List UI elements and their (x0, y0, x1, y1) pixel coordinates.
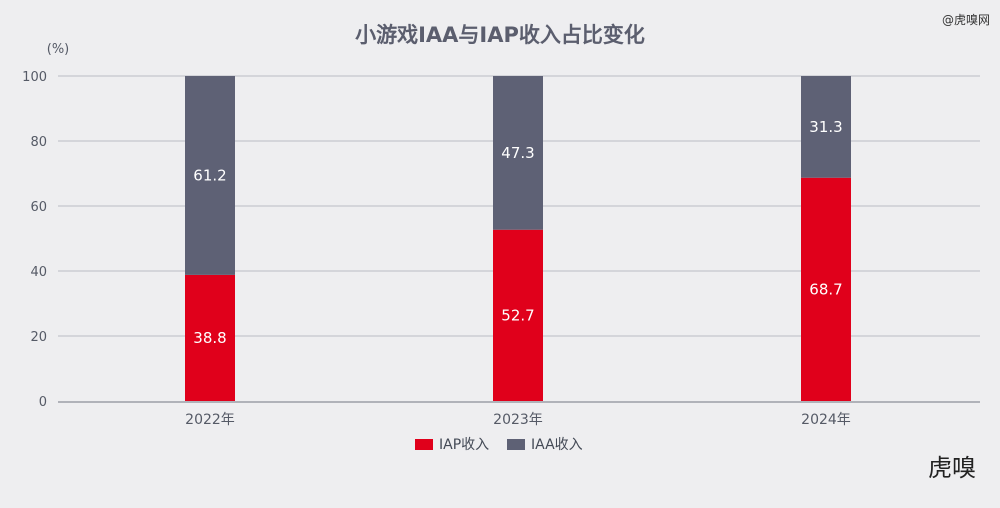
bar-segment (493, 76, 543, 230)
bar-segment (185, 76, 235, 275)
data-label: 47.3 (501, 144, 534, 162)
legend-swatch (415, 439, 433, 450)
value-labels: 38.8 61.2 52.7 47.3 68.7 31.3 (193, 118, 842, 347)
bar-segment (493, 229, 543, 401)
y-tick-label: 40 (30, 265, 47, 280)
legend-swatch (507, 439, 525, 450)
bar-segment (801, 76, 851, 178)
huxiu-logo: 虎嗅 (928, 454, 976, 482)
data-label: 38.8 (193, 329, 226, 347)
y-tick-label: 20 (30, 330, 47, 345)
x-tick-label: 2023年 (493, 412, 543, 428)
legend: IAP收入 IAA收入 (415, 437, 583, 453)
data-label: 61.2 (193, 166, 226, 184)
y-tick-label: 0 (39, 395, 47, 410)
data-label: 68.7 (809, 280, 842, 298)
y-tick-label: 80 (30, 135, 47, 150)
x-axis: 2022年 2023年 2024年 (58, 401, 980, 428)
y-tick-label: 100 (22, 70, 47, 85)
y-axis-unit: (%) (47, 42, 70, 57)
y-tick-label: 60 (30, 200, 47, 215)
data-label: 31.3 (809, 118, 842, 136)
legend-label: IAP收入 (439, 437, 489, 453)
bar-segment (185, 274, 235, 401)
chart-title: 小游戏IAA与IAP收入占比变化 (355, 23, 645, 47)
bar-segment (801, 177, 851, 401)
x-tick-label: 2022年 (185, 412, 235, 428)
watermark-text: @虎嗅网 (942, 13, 990, 27)
legend-label: IAA收入 (531, 437, 583, 453)
bars (185, 76, 851, 401)
data-label: 52.7 (501, 306, 534, 324)
x-tick-label: 2024年 (801, 412, 851, 428)
